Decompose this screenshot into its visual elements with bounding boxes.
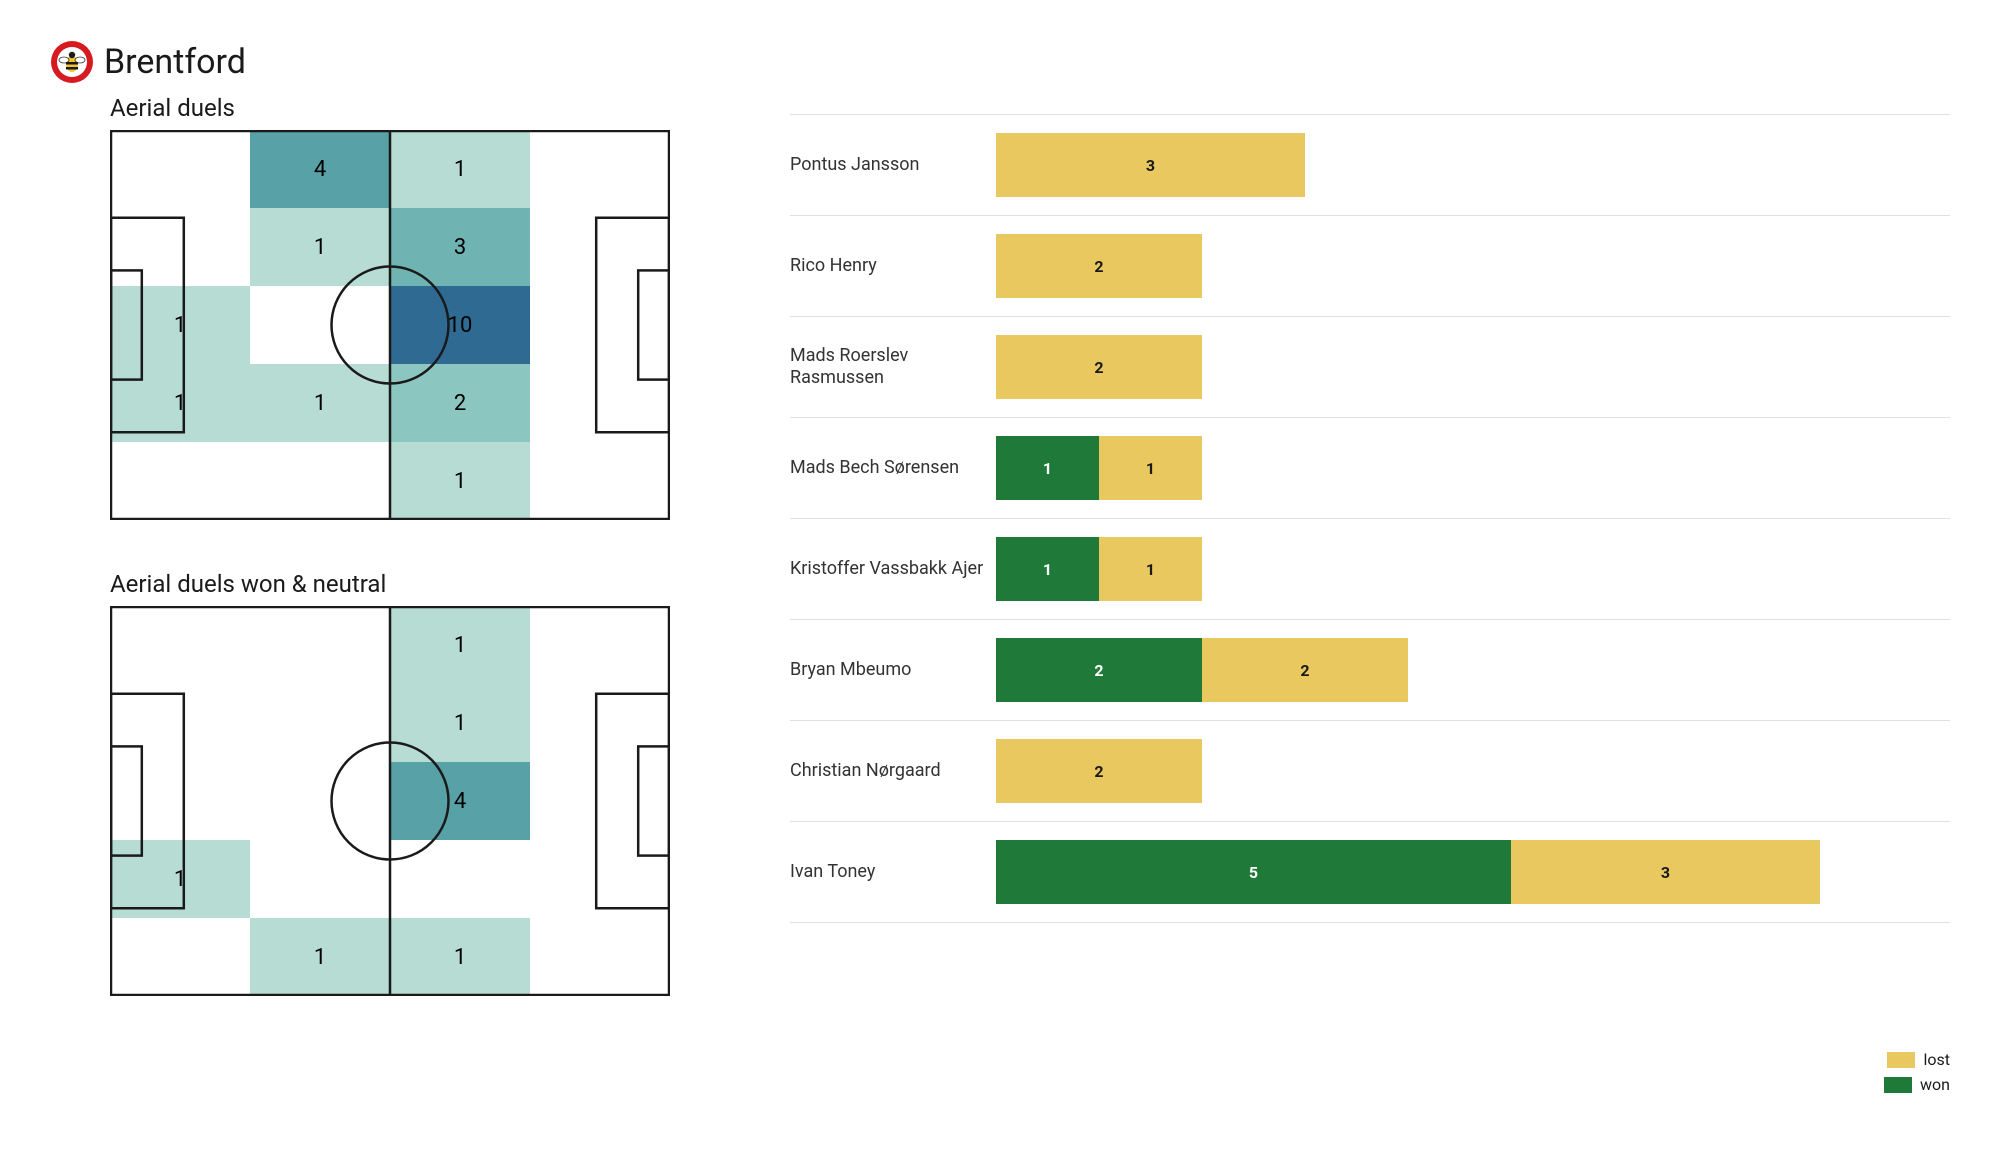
bar-label: Mads Roerslev Rasmussen <box>790 345 996 390</box>
bar-seg-lost: 3 <box>1511 840 1820 904</box>
bar-row: Bryan Mbeumo22 <box>790 620 1950 721</box>
content: Aerial duels 41131101121 Aerial duels wo… <box>50 94 1950 1046</box>
heatmap-b: 114111 <box>110 606 670 996</box>
legend: lost won <box>1884 1047 1950 1098</box>
bar-row: Christian Nørgaard2 <box>790 721 1950 822</box>
team-crest-icon <box>50 40 94 84</box>
bar-chart: Pontus Jansson3Rico Henry2Mads Roerslev … <box>790 114 1950 923</box>
legend-lost-swatch <box>1887 1052 1915 1068</box>
heatmap-b-title: Aerial duels won & neutral <box>110 570 750 598</box>
bar-label: Bryan Mbeumo <box>790 659 996 682</box>
legend-won-swatch <box>1884 1077 1912 1093</box>
right-column: Pontus Jansson3Rico Henry2Mads Roerslev … <box>790 94 1950 1046</box>
bar-seg-lost: 2 <box>996 234 1202 298</box>
legend-won-label: won <box>1920 1072 1950 1098</box>
bar-seg-won: 1 <box>996 436 1099 500</box>
bar-seg-won: 2 <box>996 638 1202 702</box>
bar-seg-lost: 2 <box>996 739 1202 803</box>
heatmap-a-title: Aerial duels <box>110 94 750 122</box>
bar-track: 2 <box>996 335 1950 399</box>
bar-track: 22 <box>996 638 1950 702</box>
bar-seg-lost: 1 <box>1099 436 1202 500</box>
bar-row: Mads Bech Sørensen11 <box>790 418 1950 519</box>
legend-lost: lost <box>1884 1047 1950 1073</box>
bar-row: Mads Roerslev Rasmussen2 <box>790 317 1950 418</box>
bar-row: Rico Henry2 <box>790 216 1950 317</box>
bar-label: Kristoffer Vassbakk Ajer <box>790 558 996 581</box>
team-name: Brentford <box>104 42 246 82</box>
left-column: Aerial duels 41131101121 Aerial duels wo… <box>50 94 750 1046</box>
bar-track: 53 <box>996 840 1950 904</box>
bar-track: 2 <box>996 234 1950 298</box>
bar-seg-lost: 3 <box>996 133 1305 197</box>
bar-seg-lost: 1 <box>1099 537 1202 601</box>
legend-won: won <box>1884 1072 1950 1098</box>
pitch-lines <box>110 606 670 996</box>
heatmap-a: 41131101121 <box>110 130 670 520</box>
page-root: Brentford Aerial duels 41131101121 Aeria… <box>0 0 2000 1175</box>
pitch-lines <box>110 130 670 520</box>
bar-track: 11 <box>996 537 1950 601</box>
bar-track: 11 <box>996 436 1950 500</box>
bar-label: Rico Henry <box>790 255 996 278</box>
bar-row: Pontus Jansson3 <box>790 114 1950 216</box>
header: Brentford <box>50 40 1950 84</box>
bar-seg-won: 5 <box>996 840 1511 904</box>
bar-seg-lost: 2 <box>1202 638 1408 702</box>
bar-seg-lost: 2 <box>996 335 1202 399</box>
bar-track: 2 <box>996 739 1950 803</box>
bar-track: 3 <box>996 133 1950 197</box>
bar-seg-won: 1 <box>996 537 1099 601</box>
bar-label: Ivan Toney <box>790 861 996 884</box>
bar-label: Mads Bech Sørensen <box>790 457 996 480</box>
bar-row: Kristoffer Vassbakk Ajer11 <box>790 519 1950 620</box>
bar-row: Ivan Toney53 <box>790 822 1950 923</box>
bar-label: Pontus Jansson <box>790 154 996 177</box>
bar-label: Christian Nørgaard <box>790 760 996 783</box>
legend-lost-label: lost <box>1923 1047 1950 1073</box>
